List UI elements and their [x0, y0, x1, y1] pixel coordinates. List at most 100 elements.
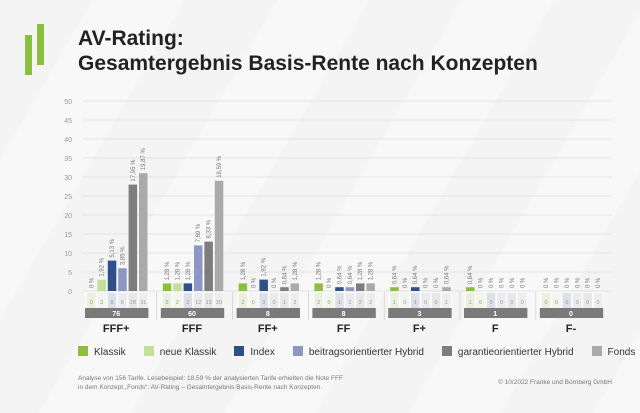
bar-beitragsorientierter-hybrid [194, 245, 203, 291]
count-cell [507, 293, 517, 310]
count-row [388, 292, 452, 312]
category-label: FFF [182, 323, 202, 335]
count-label: 0 [424, 300, 427, 306]
category-label: F- [566, 323, 577, 335]
legend-item: Index [234, 346, 275, 358]
count-label: 1 [414, 300, 417, 306]
count-label: 29 [216, 300, 222, 306]
count-cell [314, 293, 323, 310]
total-label: 1 [493, 311, 497, 318]
legend-swatch [234, 346, 245, 356]
data-label: 1,28 % [358, 261, 364, 280]
data-label: 0 % [554, 277, 560, 288]
legend-label: Index [250, 347, 275, 358]
data-label: 1,28 % [241, 261, 247, 280]
count-cell [204, 293, 213, 310]
count-label: 0 [510, 300, 513, 306]
count-cell [139, 293, 148, 310]
y-tick-label: 30 [64, 175, 72, 182]
count-label: 0 [521, 300, 524, 306]
count-cell [476, 293, 485, 310]
y-tick-label: 0 [68, 289, 72, 296]
count-row [539, 292, 604, 312]
logo-bar-left [25, 35, 32, 75]
legend-swatch [292, 346, 303, 356]
bar-index [259, 279, 268, 291]
data-label: 0 % [489, 277, 495, 288]
count-cell [466, 293, 475, 310]
count-label: 0 [252, 300, 255, 306]
count-label: 2 [166, 300, 169, 306]
bar-beitragsorientierter-hybrid [345, 287, 355, 291]
bar-garantieorientierter-hybrid [204, 241, 213, 291]
count-cell [280, 293, 289, 310]
count-cell [162, 293, 172, 310]
data-label: 1,28 % [186, 261, 192, 280]
total-box [160, 308, 225, 318]
count-label: 1 [445, 300, 448, 306]
count-label: 0 [403, 300, 406, 306]
count-label: 2 [369, 300, 372, 306]
bar-fonds [442, 287, 451, 291]
count-cell [118, 293, 127, 310]
count-label: 2 [317, 300, 320, 306]
legend-item: Klassik [78, 346, 126, 358]
category-label: F+ [413, 323, 426, 335]
count-label: 2 [241, 300, 244, 306]
data-label: 0 % [272, 277, 278, 288]
data-label: 0 % [544, 277, 550, 288]
count-cell [486, 293, 496, 310]
data-label: 0 % [499, 277, 505, 288]
legend-label: Klassik [94, 347, 126, 358]
data-label: 0 % [596, 277, 602, 288]
data-label: 5,13 % [110, 238, 116, 257]
count-label: 8 [111, 300, 114, 306]
count-label: 0 [479, 300, 482, 306]
count-cell [541, 293, 551, 310]
count-cell [214, 293, 224, 310]
bar-fonds [290, 283, 300, 291]
y-tick-label: 15 [64, 232, 72, 239]
count-label: 1 [283, 300, 286, 306]
bar-garantieorientierter-hybrid [128, 184, 138, 291]
category-label: FF+ [258, 323, 278, 335]
count-cell [390, 293, 399, 310]
count-cell [400, 293, 410, 310]
legend-item: neue Klassik [143, 346, 216, 358]
data-label: 0 % [251, 277, 257, 288]
count-cell [183, 293, 193, 310]
bar-klassik [466, 287, 475, 291]
y-tick-label: 50 [64, 99, 72, 106]
count-row [160, 292, 225, 312]
category-label: F [492, 323, 499, 335]
count-label: 1 [348, 300, 351, 306]
count-cell [593, 293, 603, 310]
y-tick-label: 20 [64, 213, 72, 220]
count-cell [573, 293, 582, 310]
total-label: 76 [112, 311, 120, 318]
data-label: 0,64 % [413, 265, 419, 284]
y-tick-label: 10 [64, 251, 72, 258]
data-label: 0,64 % [337, 265, 343, 284]
bar-fonds [366, 283, 375, 291]
data-label: 1,92 % [262, 257, 268, 276]
data-label: 0 % [510, 277, 516, 288]
count-cell [442, 293, 451, 310]
data-label: 1,92 % [100, 257, 106, 276]
legend-item: beitragsorientierter Hybrid [292, 346, 424, 358]
footnote: Analyse von 156 Tarife. Lesebeispiel: 18… [78, 375, 343, 391]
count-label: 0 [597, 300, 600, 306]
count-label: 0 [90, 300, 93, 306]
bar-klassik [390, 287, 399, 291]
count-label: 2 [359, 300, 362, 306]
data-label: 0 % [565, 277, 571, 288]
data-label: 0 % [424, 277, 430, 288]
count-cell [87, 293, 96, 310]
page-title: AV-Rating: Gesamtergebnis Basis-Rente nac… [78, 27, 538, 75]
data-label: 19,87 % [141, 148, 147, 171]
count-label: 1 [338, 300, 341, 306]
count-label: 0 [500, 300, 503, 306]
count-cell [238, 293, 248, 310]
legend-label: Fonds [607, 347, 636, 358]
total-box [236, 308, 300, 318]
